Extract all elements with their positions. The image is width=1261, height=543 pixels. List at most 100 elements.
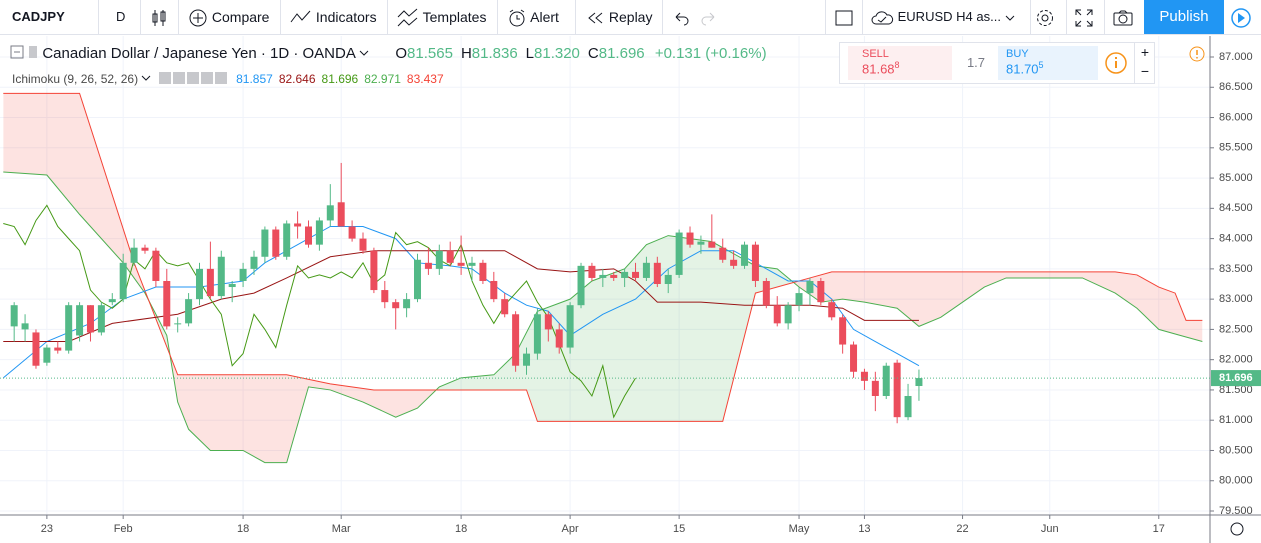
y-tick-label: 82.000 — [1219, 354, 1253, 366]
fullscreen-button[interactable] — [1074, 0, 1094, 34]
candle-body — [871, 380, 879, 396]
y-tick-label: 87.000 — [1219, 51, 1253, 63]
collapse-icon[interactable] — [10, 45, 24, 59]
buy-button[interactable]: BUY 81.705 — [998, 46, 1098, 80]
x-tick-label: Feb — [114, 523, 133, 535]
ohlc-value: 81.320 — [534, 45, 580, 62]
info-icon[interactable] — [1104, 51, 1128, 75]
candle-body — [512, 314, 520, 366]
alert-icon[interactable] — [1188, 45, 1206, 63]
indicator-values: 81.857 82.646 81.696 82.971 83.437 — [230, 72, 444, 86]
settings-gear[interactable] — [1230, 522, 1244, 536]
y-tick-label: 84.000 — [1219, 233, 1253, 245]
symbol[interactable]: CADJPY — [12, 9, 65, 24]
candle-body — [141, 247, 149, 251]
candle-body — [359, 238, 367, 251]
legend: Canadian Dollar / Japanese Yen · 1D · OA… — [10, 45, 767, 62]
indicator-value: 82.646 — [278, 72, 316, 86]
indicator-name: Ichimoku (9, 26, 52, 26) — [12, 72, 139, 86]
indicator-legend: Ichimoku (9, 26, 52, 26) 81.857 82.646 81.… — [12, 72, 444, 86]
y-tick-label: 81.500 — [1219, 384, 1253, 396]
indicator-value: 81.857 — [236, 72, 273, 86]
candle-body — [850, 344, 858, 372]
candle-body — [719, 247, 727, 260]
y-tick-label: 80.500 — [1219, 444, 1253, 456]
templates-button[interactable]: Templates — [397, 0, 486, 34]
candle-body — [195, 268, 203, 300]
candle-body — [523, 353, 531, 366]
candle-body — [86, 305, 94, 333]
candle-body — [261, 229, 269, 257]
zoom-controls[interactable]: + − — [1134, 43, 1155, 83]
candle-body — [468, 262, 476, 266]
indicator-controls[interactable] — [158, 72, 227, 84]
indicator-value: 81.696 — [321, 72, 359, 86]
x-tick-label: 13 — [858, 523, 870, 535]
candle-body — [599, 274, 607, 278]
candle-body — [806, 280, 814, 294]
candle-body — [414, 259, 422, 300]
candle-body — [686, 232, 694, 245]
candle-body — [424, 262, 432, 269]
y-tick-label: 81.000 — [1219, 414, 1253, 426]
candle-body — [381, 290, 389, 303]
candle-body — [54, 347, 62, 351]
play-button[interactable] — [1230, 0, 1252, 34]
candle-body — [348, 226, 356, 239]
ohlc-key: H — [460, 45, 472, 62]
indicator-menu[interactable] — [141, 73, 151, 83]
sell-button[interactable]: SELL 81.688 — [848, 46, 952, 80]
last-price-label: 81.696 — [1219, 372, 1253, 384]
candle-body — [882, 365, 890, 396]
candle-body — [828, 302, 836, 318]
y-tick-label: 86.500 — [1219, 81, 1253, 93]
candle-body — [174, 323, 182, 325]
y-tick-label: 86.000 — [1219, 111, 1253, 123]
settings-button[interactable] — [1035, 0, 1055, 34]
candle-body — [632, 271, 640, 278]
sell-price: 81.68 — [862, 61, 895, 77]
leading-span-b — [3, 92, 1203, 422]
candle-body — [653, 262, 661, 285]
indicators-button[interactable]: Indicators — [290, 0, 377, 34]
compare-button[interactable]: Compare — [188, 0, 269, 34]
candle-body — [250, 256, 258, 269]
ohlc-key: C — [587, 45, 599, 62]
redo-button[interactable] — [700, 0, 718, 34]
replay-button[interactable]: Replay — [587, 0, 652, 34]
replay-label: Replay — [608, 9, 653, 25]
compare-label: Compare — [211, 9, 270, 25]
candle-body — [294, 223, 302, 227]
candle-body — [32, 332, 40, 366]
candle-body — [119, 262, 127, 300]
candle-body — [228, 284, 236, 288]
candle-body — [130, 247, 138, 263]
layout-button[interactable]: EURUSD H4 as... — [870, 0, 1015, 34]
candle-body — [446, 250, 454, 263]
alert-button[interactable]: Alert — [507, 0, 559, 34]
y-tick-label: 80.000 — [1219, 475, 1253, 487]
y-tick-label: 83.000 — [1219, 293, 1253, 305]
candle-body — [784, 305, 792, 324]
candle-body — [392, 302, 400, 309]
chart-style[interactable] — [150, 0, 168, 34]
undo-button[interactable] — [672, 0, 690, 34]
x-tick-label: Jun — [1041, 523, 1059, 535]
candle-body — [893, 362, 901, 418]
layout-toggle[interactable] — [834, 0, 854, 34]
candle-body — [97, 305, 105, 333]
snapshot-button[interactable] — [1112, 0, 1134, 34]
candle-body — [370, 250, 378, 291]
flag-icon — [29, 46, 38, 58]
title-menu[interactable] — [359, 48, 369, 58]
candle-body — [610, 274, 618, 278]
candle-body — [206, 268, 214, 297]
interval[interactable]: D — [116, 9, 126, 24]
candle-body — [315, 220, 323, 245]
candle-body — [337, 202, 345, 227]
publish-button[interactable]: Publish — [1144, 0, 1224, 34]
candle-body — [741, 244, 749, 266]
conversion-line — [2, 225, 920, 379]
candle-body — [577, 265, 585, 306]
